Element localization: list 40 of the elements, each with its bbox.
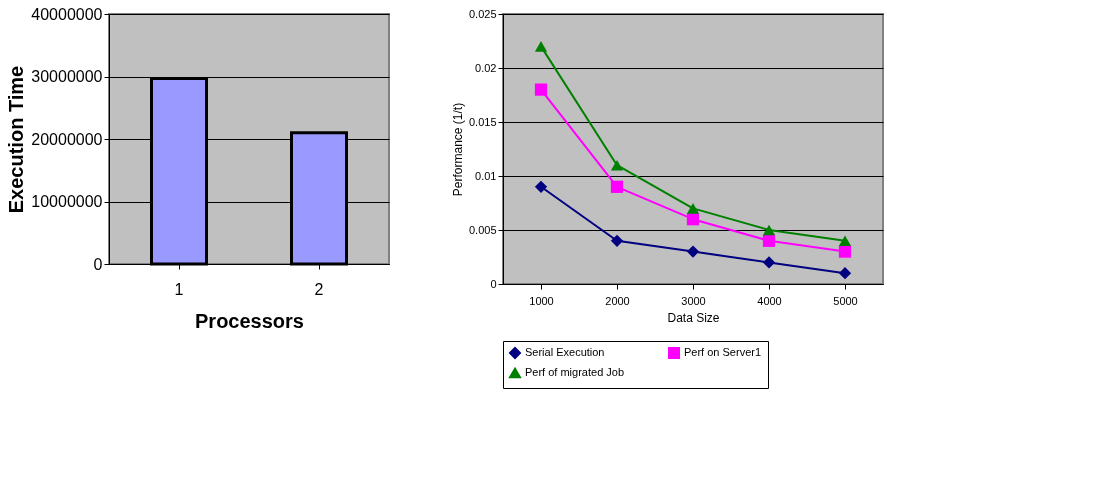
point <box>686 245 700 258</box>
y-tick-label: 0.02 <box>475 61 497 74</box>
y-tick-label: 0.01 <box>475 169 497 182</box>
y-tick-label: 0 <box>490 277 497 290</box>
point <box>838 235 852 247</box>
point <box>610 159 624 171</box>
point <box>534 83 548 96</box>
x-tick-label: 1 <box>174 280 184 298</box>
x-tick-label: 5000 <box>833 294 858 307</box>
y-tick-label: 0.015 <box>468 115 497 128</box>
x-tick-label: 4000 <box>757 294 782 307</box>
x-axis-title: Data Size <box>667 310 720 325</box>
point <box>762 256 776 269</box>
x-tick-label: 3000 <box>681 294 706 307</box>
legend-label: Perf of migrated Job <box>525 366 625 378</box>
point <box>762 224 776 236</box>
point <box>534 180 548 193</box>
point <box>686 213 700 226</box>
y-tick-label: 0 <box>93 255 103 273</box>
point <box>686 203 700 214</box>
point <box>610 234 624 247</box>
y-tick-label: 40000000 <box>31 5 103 23</box>
x-tick-label: 2000 <box>605 294 630 307</box>
x-axis-title: Processors <box>195 309 304 332</box>
point <box>838 245 852 258</box>
point <box>838 267 852 280</box>
point <box>534 41 548 52</box>
x-tick-label: 1000 <box>529 294 554 307</box>
y-tick-label: 0.005 <box>468 223 497 236</box>
legend-label: Serial Execution <box>525 346 605 358</box>
y-tick-label: 20000000 <box>31 130 103 148</box>
y-axis-title: Execution Time <box>5 65 28 214</box>
legend-label: Perf on Server1 <box>684 346 762 358</box>
point <box>610 180 624 193</box>
point <box>762 234 776 247</box>
y-tick-label: 30000000 <box>31 68 103 85</box>
y-axis-title: Performance (1/t) <box>450 102 465 197</box>
y-tick-label: 10000000 <box>31 193 103 210</box>
y-tick-label: 0.025 <box>468 7 497 20</box>
x-tick-label: 2 <box>314 280 324 298</box>
